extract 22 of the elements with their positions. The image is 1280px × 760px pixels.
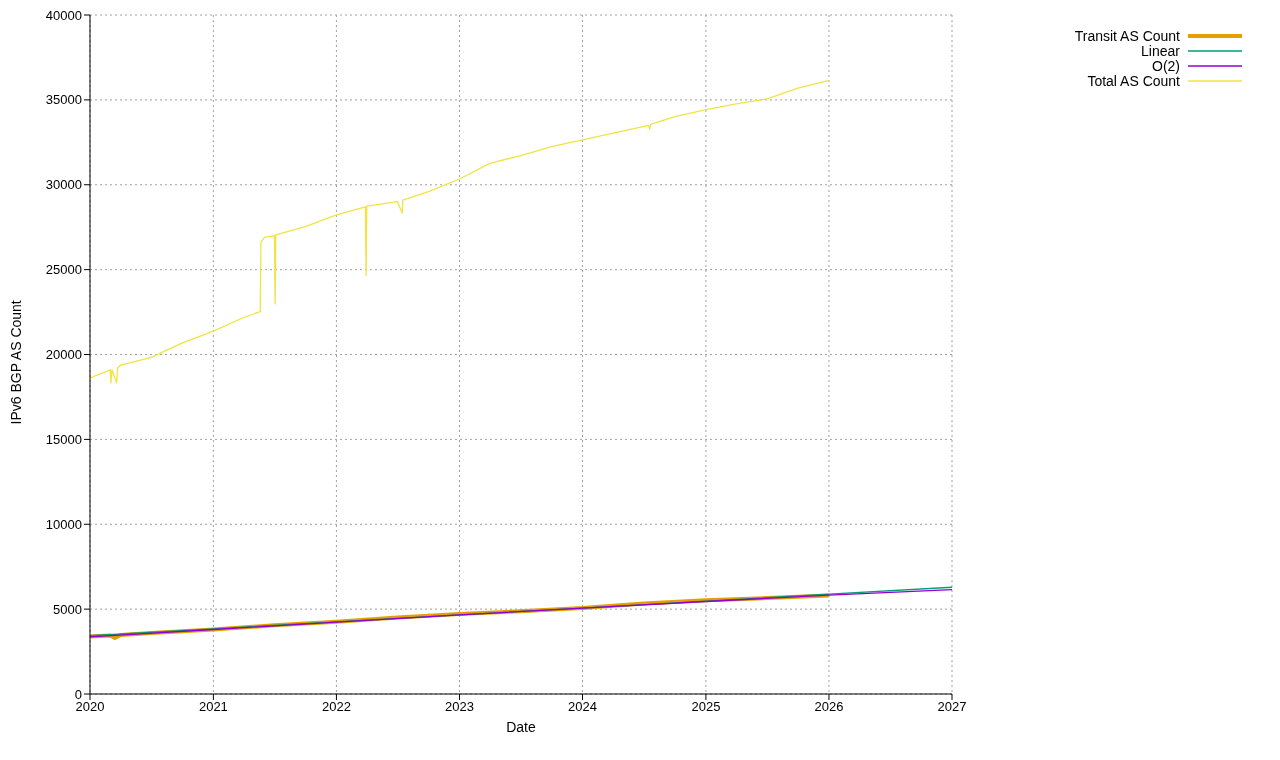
x-tick-label: 2023 xyxy=(445,699,474,715)
y-tick-label: 5000 xyxy=(53,601,82,617)
y-tick-label: 10000 xyxy=(45,516,82,532)
y-axis-title: IPv6 BGP AS Count xyxy=(7,300,24,425)
x-tick-label: 2022 xyxy=(321,699,351,715)
x-tick-label: 2024 xyxy=(568,699,597,715)
legend-label: Transit AS Count xyxy=(1074,27,1180,44)
y-tick-label: 30000 xyxy=(45,177,82,193)
x-tick-label: 2021 xyxy=(198,699,228,715)
x-tick-label: 2025 xyxy=(691,699,721,715)
y-tick-label: 15000 xyxy=(45,431,82,447)
y-tick-label: 20000 xyxy=(45,347,82,363)
x-tick-label: 2027 xyxy=(937,699,967,715)
y-tick-label: 40000 xyxy=(45,7,82,23)
x-tick-label: 2026 xyxy=(814,699,844,715)
y-tick-label: 0 xyxy=(74,686,82,702)
x-tick-label: 2020 xyxy=(75,699,105,715)
y-tick-label: 25000 xyxy=(45,262,82,278)
x-axis-title: Date xyxy=(506,719,536,735)
legend-label: O(2) xyxy=(1152,57,1180,74)
y-tick-label: 35000 xyxy=(45,92,82,108)
legend-label: Linear xyxy=(1141,42,1180,59)
